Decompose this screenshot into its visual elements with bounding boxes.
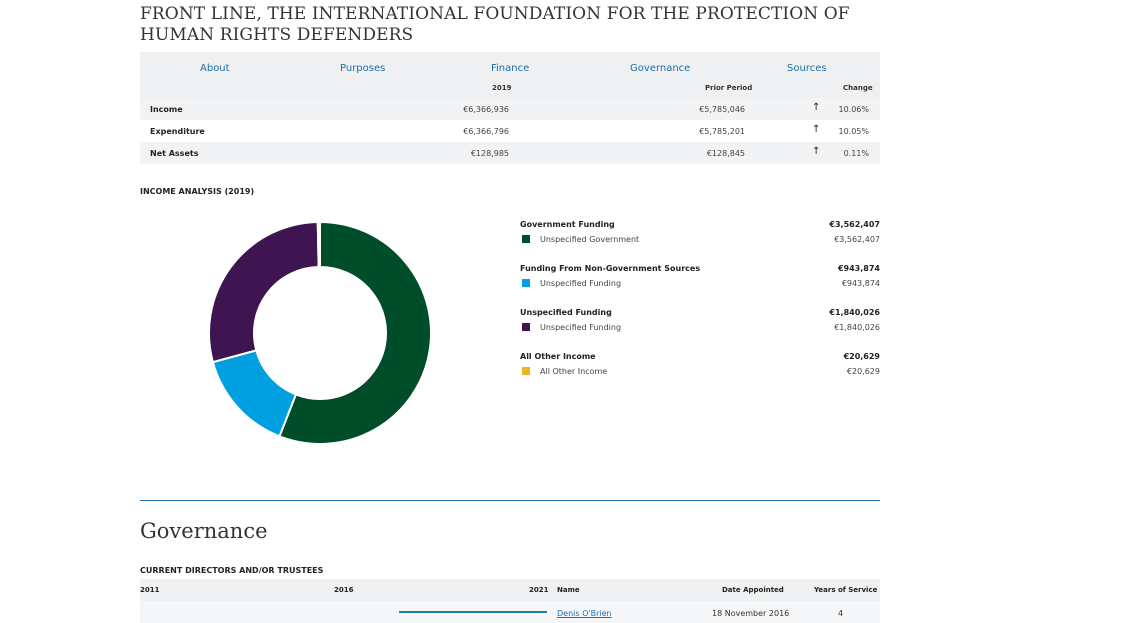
donut-slice-2[interactable]: [208, 221, 320, 364]
section-divider: [140, 500, 880, 501]
legend-heading: Funding From Non-Government Sources: [520, 264, 701, 273]
director-name-link[interactable]: Denis O'Brien: [557, 609, 612, 618]
directors-label: CURRENT DIRECTORS AND/OR TRUSTEES: [140, 566, 324, 575]
timeline-end-year: 2021: [529, 586, 549, 594]
header-years-of-service: Years of Service: [814, 586, 878, 594]
years-of-service: 4: [838, 609, 844, 618]
current-value: €6,366,936: [463, 105, 509, 114]
prior-value: €5,785,046: [699, 105, 745, 114]
tab-purposes[interactable]: Purposes: [340, 63, 386, 74]
change-value: 10.05%: [838, 127, 869, 136]
timeline-mid-year: 2016: [334, 586, 354, 594]
prior-value: €128,845: [706, 149, 745, 158]
legend-item-value: €3,562,407: [834, 235, 880, 244]
legend-heading: Unspecified Funding: [520, 308, 612, 317]
governance-heading: Governance: [140, 519, 268, 543]
tab-governance[interactable]: Governance: [630, 63, 691, 74]
income-analysis-label: INCOME ANALYSIS (2019): [140, 187, 255, 196]
organisation-title: FRONT LINE, THE INTERNATIONAL FOUNDATION…: [140, 4, 850, 45]
directors-table-header: 2011 2016 2021 Name Date Appointed Years…: [140, 579, 880, 601]
legend-swatch: [522, 279, 530, 287]
finance-row-net-assets: Net Assets €128,985 €128,845 ↑ 0.11%: [140, 142, 880, 164]
change-value: 10.06%: [838, 105, 869, 114]
header-year: 2019: [492, 84, 512, 92]
legend-item-value: €943,874: [841, 279, 880, 288]
header-change: Change: [843, 84, 873, 92]
header-date-appointed: Date Appointed: [722, 586, 784, 594]
legend-heading-value: €3,562,407: [829, 220, 880, 229]
prior-value: €5,785,201: [699, 127, 745, 136]
finance-row-expenditure: Expenditure €6,366,796 €5,785,201 ↑ 10.0…: [140, 120, 880, 142]
row-label: Expenditure: [150, 127, 205, 136]
legend-swatch: [522, 323, 530, 331]
legend-heading: Government Funding: [520, 220, 615, 229]
legend-swatch: [522, 235, 530, 243]
row-label: Net Assets: [150, 149, 199, 158]
legend-item-value: €20,629: [846, 367, 880, 376]
legend-item: Unspecified Government: [540, 235, 640, 244]
donut-slice-0[interactable]: [278, 220, 432, 445]
legend-item-value: €1,840,026: [834, 323, 880, 332]
date-appointed: 18 November 2016: [712, 609, 790, 618]
timeline-start-year: 2011: [140, 586, 160, 594]
arrow-up-icon: ↑: [812, 146, 821, 157]
legend-swatch: [522, 367, 530, 375]
service-timeline-bar: [399, 611, 547, 613]
legend-heading-value: €20,629: [843, 352, 880, 361]
header-name: Name: [557, 586, 580, 594]
legend-item: Unspecified Funding: [540, 279, 622, 288]
table-row: Denis O'Brien 18 November 2016 4: [140, 601, 880, 623]
income-donut-chart: [208, 220, 432, 445]
tab-sources[interactable]: Sources: [787, 63, 827, 74]
finance-row-income: Income €6,366,936 €5,785,046 ↑ 10.06%: [140, 98, 880, 120]
legend-heading-value: €1,840,026: [829, 308, 880, 317]
legend-item: Unspecified Funding: [540, 323, 622, 332]
legend-heading: All Other Income: [520, 352, 596, 361]
arrow-up-icon: ↑: [812, 124, 821, 135]
donut-slice-1[interactable]: [211, 349, 298, 438]
change-value: 0.11%: [843, 149, 869, 158]
tab-finance[interactable]: Finance: [491, 63, 530, 74]
tab-about[interactable]: About: [200, 63, 230, 74]
legend-item: All Other Income: [540, 367, 608, 376]
legend-heading-value: €943,874: [837, 264, 880, 273]
arrow-up-icon: ↑: [812, 102, 821, 113]
donut-slice-3[interactable]: [316, 220, 321, 269]
row-label: Income: [150, 105, 183, 114]
current-value: €128,985: [470, 149, 509, 158]
header-prior-period: Prior Period: [705, 84, 753, 92]
current-value: €6,366,796: [463, 127, 509, 136]
section-tabs: About Purposes Finance Governance Source…: [140, 52, 880, 98]
